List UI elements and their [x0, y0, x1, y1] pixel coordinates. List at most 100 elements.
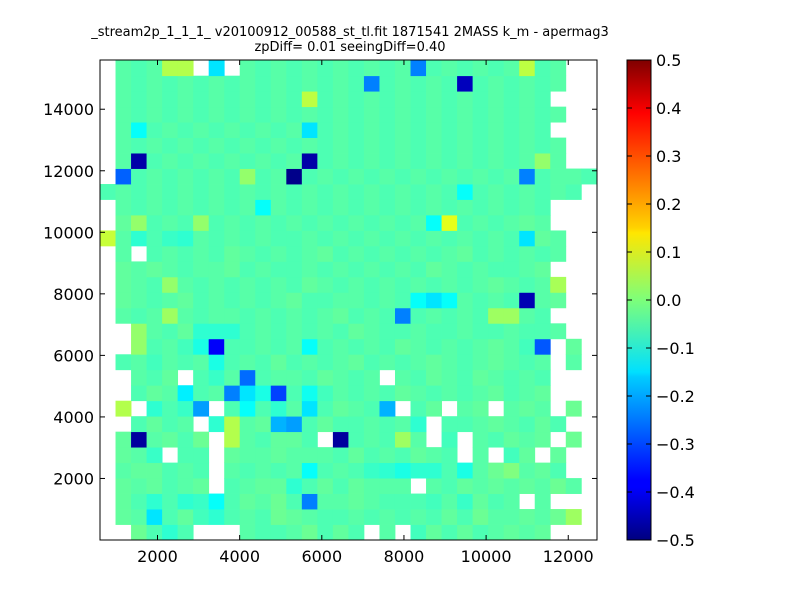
- heatmap-cell: [332, 292, 349, 309]
- plot-frame: [99, 59, 598, 541]
- heatmap-cell: [379, 292, 396, 309]
- heatmap-cell: [286, 385, 303, 402]
- heatmap-cell: [363, 122, 380, 138]
- heatmap-cell: [457, 137, 474, 154]
- heatmap-cell: [239, 400, 256, 417]
- heatmap-cell: [270, 524, 287, 541]
- heatmap-cell: [472, 307, 489, 324]
- heatmap-cell: [379, 75, 396, 92]
- heatmap-cell: [379, 385, 396, 402]
- heatmap-cell: [317, 462, 334, 479]
- heatmap-cell: [363, 230, 380, 247]
- heatmap-cell: [410, 462, 427, 479]
- heatmap-cell: [332, 493, 349, 510]
- colorbar-tick-label: −0.1: [656, 339, 695, 358]
- heatmap-cell: [410, 75, 427, 92]
- heatmap-cell: [379, 524, 396, 541]
- heatmap-cell: [270, 230, 287, 247]
- heatmap-cell: [348, 75, 365, 92]
- heatmap-cell: [394, 75, 411, 92]
- heatmap-cell: [348, 431, 365, 448]
- heatmap-cell: [208, 493, 225, 510]
- heatmap-cell: [534, 91, 551, 108]
- heatmap-cell: [488, 261, 505, 278]
- heatmap-cell: [239, 184, 256, 200]
- heatmap-cell: [519, 338, 536, 355]
- heatmap-cell: [379, 60, 396, 77]
- heatmap-cell: [208, 385, 225, 402]
- heatmap-cell: [441, 91, 458, 108]
- heatmap-cell: [348, 137, 365, 154]
- heatmap-cell: [472, 214, 489, 231]
- heatmap-cell: [503, 261, 520, 278]
- heatmap-cell: [208, 416, 225, 433]
- heatmap-cell: [410, 524, 427, 541]
- heatmap-cell: [131, 230, 147, 247]
- heatmap-cell: [208, 338, 225, 355]
- heatmap-cell: [363, 214, 380, 231]
- heatmap-cell: [146, 400, 163, 417]
- heatmap-cell: [162, 91, 179, 108]
- heatmap-cell: [131, 478, 147, 494]
- heatmap-cell: [301, 354, 318, 371]
- heatmap-cell: [301, 416, 318, 433]
- heatmap-cell: [224, 416, 241, 433]
- heatmap-cell: [162, 153, 179, 169]
- heatmap-cell: [457, 91, 474, 108]
- heatmap-cell: [301, 199, 318, 216]
- heatmap-cell: [410, 292, 427, 309]
- heatmap-cell: [286, 75, 303, 92]
- heatmap-cell: [131, 214, 147, 231]
- heatmap-cell: [394, 184, 411, 200]
- heatmap-cell: [441, 292, 458, 309]
- heatmap-cell: [534, 524, 551, 541]
- heatmap-cell: [550, 75, 567, 92]
- heatmap-cell: [162, 276, 179, 293]
- heatmap-cell: [488, 214, 505, 231]
- heatmap-cell: [239, 462, 256, 479]
- heatmap-cell: [379, 122, 396, 138]
- heatmap-cell: [441, 369, 458, 386]
- heatmap-cell: [457, 462, 474, 479]
- heatmap-cell: [270, 292, 287, 309]
- heatmap-cell: [457, 168, 474, 185]
- heatmap-cell: [457, 307, 474, 324]
- heatmap-cell: [472, 245, 489, 262]
- heatmap-cell: [410, 385, 427, 402]
- heatmap-cell: [534, 478, 551, 494]
- heatmap-cell: [472, 153, 489, 169]
- heatmap-cell: [317, 385, 334, 402]
- heatmap-cell: [224, 184, 241, 200]
- heatmap-cell: [363, 137, 380, 154]
- heatmap-cell: [394, 385, 411, 402]
- heatmap-cell: [441, 245, 458, 262]
- heatmap-cell: [394, 230, 411, 247]
- heatmap-cell: [193, 230, 210, 247]
- heatmap-cell: [162, 214, 179, 231]
- heatmap-cell: [363, 261, 380, 278]
- heatmap-cell: [441, 60, 458, 77]
- heatmap-cell: [208, 122, 225, 138]
- heatmap-cell: [503, 493, 520, 510]
- heatmap-cell: [394, 462, 411, 479]
- heatmap-cell: [146, 261, 163, 278]
- heatmap-cell: [550, 168, 567, 185]
- heatmap-cell: [410, 153, 427, 169]
- heatmap-cell: [426, 137, 442, 154]
- colorbar-tick-label: −0.5: [656, 531, 695, 550]
- heatmap-cell: [208, 369, 225, 386]
- heatmap-cell: [332, 524, 349, 541]
- heatmap-cell: [146, 462, 163, 479]
- heatmap-cell: [441, 307, 458, 324]
- heatmap-cell: [162, 307, 179, 324]
- heatmap-cell: [534, 106, 551, 123]
- heatmap-cell: [519, 91, 536, 108]
- heatmap-cell: [255, 60, 272, 77]
- heatmap-cell: [379, 462, 396, 479]
- heatmap-cell: [503, 184, 520, 200]
- heatmap-cell: [146, 478, 163, 494]
- heatmap-cell: [146, 91, 163, 108]
- heatmap-cell: [146, 75, 163, 92]
- heatmap-cell: [270, 184, 287, 200]
- heatmap-cell: [317, 400, 334, 417]
